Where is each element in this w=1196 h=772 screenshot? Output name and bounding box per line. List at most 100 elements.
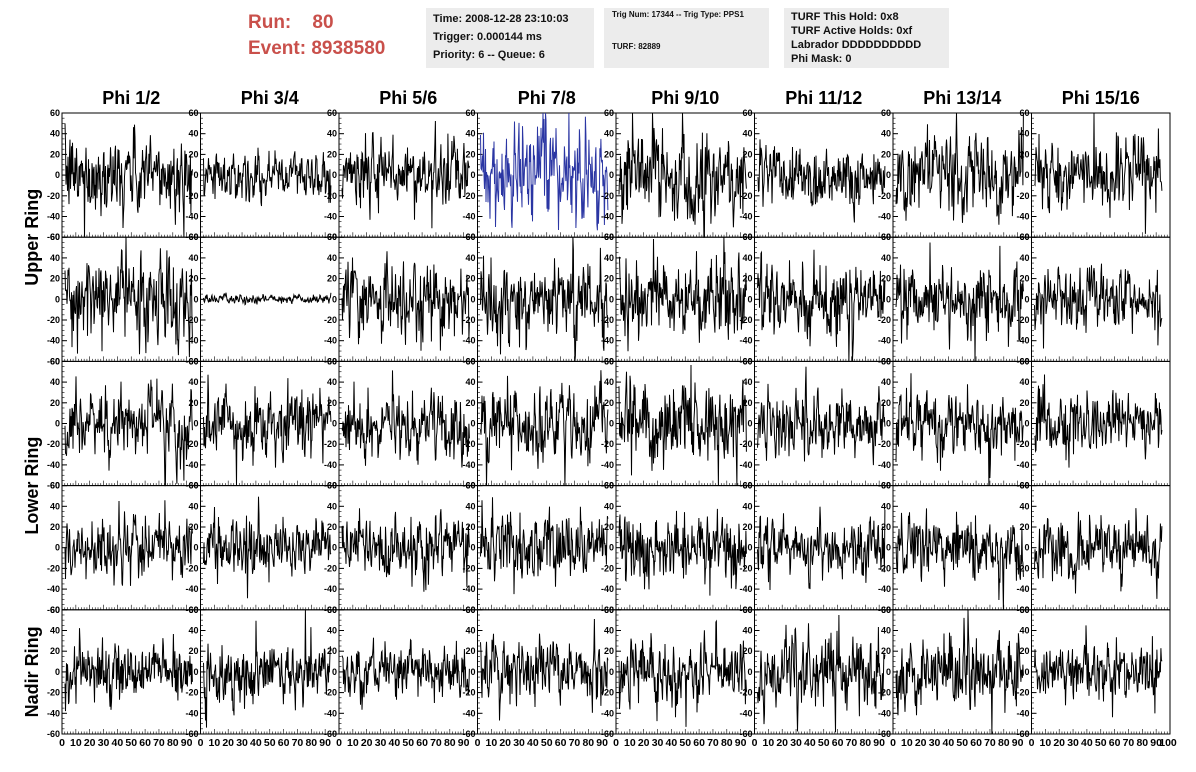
y-tick-label: 20 — [465, 149, 475, 159]
y-tick-label: 60 — [1019, 605, 1029, 615]
y-tick-label: 40 — [327, 253, 337, 263]
y-tick-label: -20 — [47, 315, 60, 325]
y-tick-label: 20 — [742, 149, 752, 159]
y-tick-label: 60 — [50, 356, 60, 366]
turf-hold-text: TURF This Hold: 0x8 — [791, 11, 899, 23]
y-tick-label: -20 — [1016, 563, 1029, 573]
x-tick-label: 40 — [666, 737, 678, 749]
y-tick-label: 20 — [881, 646, 891, 656]
y-tick-label: 60 — [465, 232, 475, 242]
y-tick-label: -20 — [185, 315, 198, 325]
y-tick-label: 40 — [327, 626, 337, 636]
y-tick-label: -40 — [185, 336, 198, 346]
y-tick-label: 0 — [55, 543, 60, 553]
y-tick-label: 60 — [881, 481, 891, 491]
y-tick-label: 20 — [188, 149, 198, 159]
y-tick-label: 40 — [465, 377, 475, 387]
y-tick-label: -20 — [47, 688, 60, 698]
y-tick-label: -60 — [324, 729, 337, 739]
x-tick-label: 70 — [1123, 737, 1135, 749]
y-tick-label: 40 — [327, 129, 337, 139]
y-tick-label: 40 — [50, 253, 60, 263]
y-tick-label: 0 — [609, 543, 614, 553]
y-tick-label: 0 — [886, 419, 891, 429]
y-tick-label: 40 — [604, 377, 614, 387]
y-tick-label: 40 — [881, 253, 891, 263]
y-tick-label: -40 — [1016, 584, 1029, 594]
column-title: Phi 15/16 — [1062, 88, 1140, 108]
waveform-trace — [341, 120, 470, 229]
waveform-trace — [757, 366, 886, 466]
y-tick-label: -40 — [324, 584, 337, 594]
x-tick-label: 60 — [416, 737, 428, 749]
trig-num-text: Trig Num: 17344 -- Trig Type: PPS1 — [612, 10, 744, 19]
y-tick-label: -60 — [601, 729, 614, 739]
y-tick-label: 40 — [50, 501, 60, 511]
waveform-trace — [203, 374, 332, 486]
y-tick-label: 0 — [886, 543, 891, 553]
x-tick-label: 90 — [181, 737, 193, 749]
y-tick-label: -40 — [739, 336, 752, 346]
y-tick-label: -60 — [47, 356, 60, 366]
x-tick-label: 90 — [1012, 737, 1024, 749]
waveform-trace — [618, 364, 747, 486]
x-tick-label: 70 — [292, 737, 304, 749]
y-tick-label: -20 — [739, 315, 752, 325]
y-tick-label: -40 — [462, 336, 475, 346]
waveform-trace — [618, 112, 747, 238]
x-tick-label: 80 — [582, 737, 594, 749]
y-tick-label: -20 — [601, 439, 614, 449]
waveform-trace — [757, 614, 886, 733]
y-tick-label: 20 — [188, 274, 198, 284]
waveform-trace — [618, 508, 747, 596]
y-tick-label: 20 — [188, 646, 198, 656]
y-tick-label: 60 — [465, 605, 475, 615]
y-tick-label: 0 — [1024, 294, 1029, 304]
y-tick-label: 60 — [188, 605, 198, 615]
y-tick-label: 20 — [1019, 522, 1029, 532]
y-tick-label: 0 — [332, 419, 337, 429]
y-tick-label: 0 — [609, 170, 614, 180]
y-tick-label: 40 — [742, 501, 752, 511]
x-tick-label: 50 — [956, 737, 968, 749]
x-tick-label: 30 — [790, 737, 802, 749]
y-tick-label: 60 — [1019, 108, 1029, 118]
y-tick-label: 20 — [50, 149, 60, 159]
x-tick-label: 40 — [1081, 737, 1093, 749]
y-tick-label: 20 — [742, 646, 752, 656]
y-tick-label: -60 — [47, 232, 60, 242]
y-tick-label: 40 — [742, 377, 752, 387]
y-tick-label: -40 — [462, 460, 475, 470]
y-tick-label: -20 — [601, 563, 614, 573]
y-tick-label: 20 — [881, 398, 891, 408]
y-tick-label: 0 — [332, 170, 337, 180]
x-tick-label: 60 — [970, 737, 982, 749]
y-tick-label: 40 — [1019, 626, 1029, 636]
x-tick-label: 40 — [112, 737, 124, 749]
y-tick-label: 20 — [881, 522, 891, 532]
y-tick-label: 40 — [188, 377, 198, 387]
y-tick-label: 60 — [604, 481, 614, 491]
x-tick-label: 100 — [1159, 737, 1177, 749]
waveform-trace — [203, 496, 332, 599]
x-tick-label: 30 — [652, 737, 664, 749]
run-event-label: Run: 80 Event: 8938580 — [248, 10, 385, 62]
y-tick-label: -40 — [324, 460, 337, 470]
y-tick-label: 60 — [188, 356, 198, 366]
x-tick-label: 60 — [139, 737, 151, 749]
y-tick-label: 20 — [188, 522, 198, 532]
y-tick-label: -20 — [47, 191, 60, 201]
y-tick-label: 40 — [604, 626, 614, 636]
x-tick-label: 0 — [752, 737, 758, 749]
y-tick-label: 20 — [50, 646, 60, 656]
x-tick-label: 70 — [153, 737, 165, 749]
y-tick-label: -40 — [1016, 708, 1029, 718]
y-tick-label: 60 — [604, 108, 614, 118]
